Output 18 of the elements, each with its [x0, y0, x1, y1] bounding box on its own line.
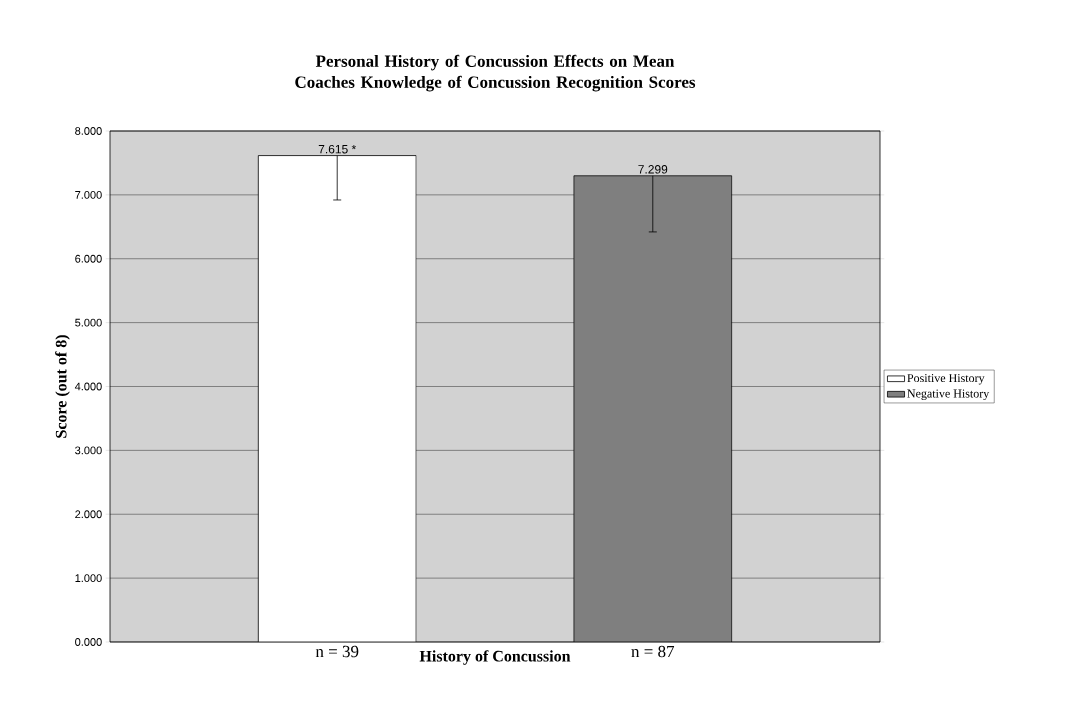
y-tick-label: 6.000 — [75, 254, 102, 263]
y-tick-label: 3.000 — [75, 446, 102, 455]
y-tick-label: 4.000 — [74, 382, 102, 391]
y-tick-label: 0.000 — [75, 638, 102, 646]
data-label: 7.299 — [638, 165, 668, 174]
y-axis-title: Score (out of 8) — [55, 335, 70, 438]
x-tick-label: n = 87 — [631, 645, 675, 658]
y-tick-label: 5.000 — [75, 318, 102, 327]
legend-label: Negative History — [907, 389, 990, 401]
chart-title: Personal History of Concussion Effects on Mean Coaches Knowledge of Concussion Recognition Scores — [295, 54, 696, 92]
x-tick-label: n = 39 — [315, 645, 359, 658]
y-tick-label: 2.000 — [75, 510, 102, 519]
data-label: 7.615 * — [318, 144, 357, 154]
y-tick-label: 1.000 — [75, 574, 102, 583]
y-tick-label: 7.000 — [75, 190, 102, 199]
x-axis-title: History of Concussion — [419, 650, 571, 665]
y-tick-label: 8.000 — [75, 127, 102, 135]
legend-label: Positive History — [907, 374, 985, 385]
